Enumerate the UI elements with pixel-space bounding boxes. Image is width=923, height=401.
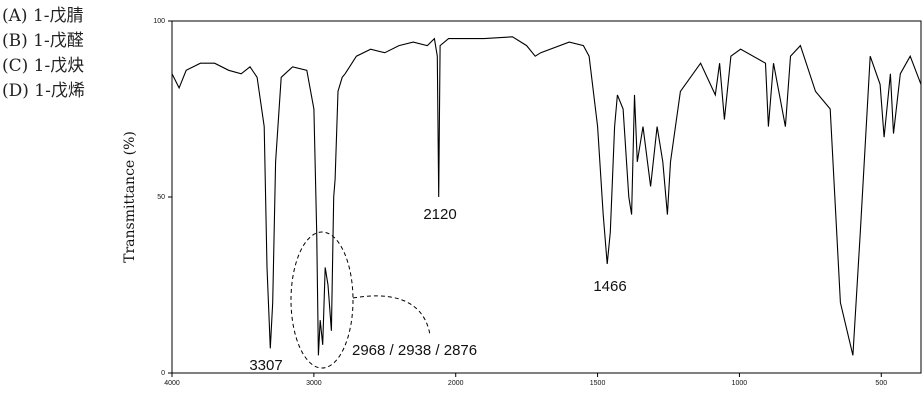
annotation: 2968 / 2938 / 2876 — [352, 342, 477, 359]
annotation: 2120 — [423, 206, 456, 223]
option: (C) 1-戊炔 — [2, 56, 85, 76]
x-tick-label: 3000 — [306, 380, 322, 387]
y-tick-label: 50 — [157, 194, 165, 201]
x-tick-label: 1000 — [732, 380, 748, 387]
y-tick-label: 100 — [153, 18, 165, 25]
leader-line — [352, 295, 431, 336]
x-tick-label: 2000 — [448, 380, 464, 387]
x-tick-label: 500 — [875, 380, 887, 387]
y-tick-label: 0 — [161, 370, 165, 377]
annotation: 1466 — [593, 278, 626, 295]
x-tick-label: 1500 — [590, 380, 606, 387]
option: (A) 1-戊腈 — [2, 6, 84, 26]
x-tick-label: 4000 — [164, 380, 180, 387]
annotation: 3307 — [249, 357, 282, 374]
y-axis-label: Transmittance (%) — [122, 131, 138, 263]
options: (A) 1-戊腈 (B) 1-戊醛 (C) 1-戊炔 (D) 1-戊烯 — [2, 4, 85, 104]
option: (D) 1-戊烯 — [2, 81, 85, 101]
option: (B) 1-戊醛 — [2, 31, 84, 51]
spectrum-line — [171, 36, 922, 356]
highlight-ellipse — [290, 231, 354, 369]
